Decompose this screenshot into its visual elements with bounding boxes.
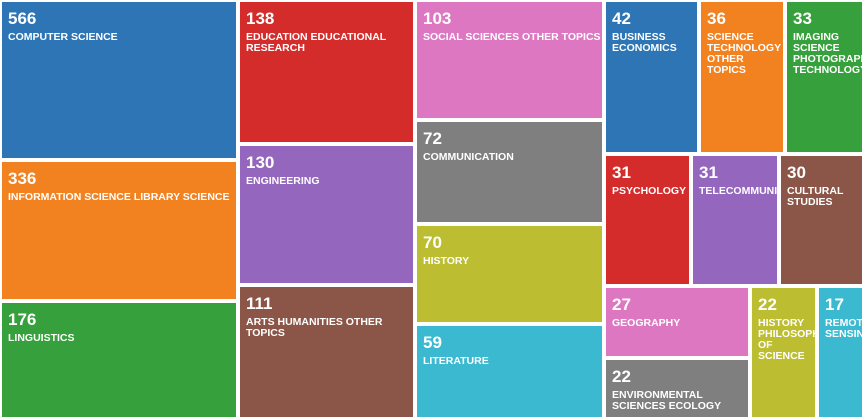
- treemap-cell-label: PSYCHOLOGY: [612, 185, 687, 197]
- treemap-cell-science-technology-other-topics[interactable]: 36 SCIENCE TECHNOLOGY OTHER TOPICS: [699, 0, 785, 154]
- treemap-cell-value: 59: [423, 333, 442, 352]
- treemap-cell-value: 336: [8, 169, 37, 188]
- treemap-cell-psychology[interactable]: 31 PSYCHOLOGY: [604, 154, 691, 286]
- treemap-cell-value: 36: [707, 9, 726, 28]
- treemap-cell-social-sciences-other-topics[interactable]: 103 SOCIAL SCIENCES OTHER TOPICS: [415, 0, 604, 120]
- treemap-cell-value: 22: [758, 295, 777, 314]
- treemap-cell-label: CULTURAL STUDIES: [787, 185, 844, 208]
- treemap-cell-label: GEOGRAPHY: [612, 317, 681, 329]
- treemap-cell-value: 566: [8, 9, 37, 28]
- treemap-cell-history-philosophy-of-science[interactable]: 22 HISTORY PHILOSOPHY OF SCIENCE: [750, 286, 817, 419]
- treemap-cell-value: 17: [825, 295, 844, 314]
- treemap-cell-label: ENVIRONMENTAL SCIENCES ECOLOGY: [612, 389, 722, 412]
- treemap-cell-label: SOCIAL SCIENCES OTHER TOPICS: [423, 31, 601, 43]
- treemap-cell-value: 72: [423, 129, 442, 148]
- treemap-cell-label: BUSINESS ECONOMICS: [612, 31, 677, 54]
- treemap-cell-value: 138: [246, 9, 275, 28]
- treemap-cell-value: 70: [423, 233, 442, 252]
- treemap-cell-label: COMPUTER SCIENCE: [8, 31, 118, 43]
- treemap-cell-information-science-library-science[interactable]: 336 INFORMATION SCIENCE LIBRARY SCIENCE: [0, 160, 238, 301]
- treemap-cell-label: LITERATURE: [423, 355, 489, 367]
- treemap-cell-value: 130: [246, 153, 275, 172]
- treemap-cell-value: 176: [8, 310, 37, 329]
- treemap-cell-value: 111: [246, 294, 273, 313]
- treemap-cell-label: HISTORY: [423, 255, 470, 267]
- treemap-cell-value: 30: [787, 163, 806, 182]
- treemap-cell-label: INFORMATION SCIENCE LIBRARY SCIENCE: [8, 191, 230, 203]
- treemap-cell-business-economics[interactable]: 42 BUSINESS ECONOMICS: [604, 0, 699, 154]
- treemap-cell-value: 31: [612, 163, 631, 182]
- treemap-cell-label: EDUCATION EDUCATIONAL RESEARCH: [246, 31, 386, 54]
- treemap-cell-label: COMMUNICATION: [423, 151, 514, 163]
- treemap-cell-label: REMOTE SENSING: [825, 317, 864, 340]
- treemap-cell-value: 22: [612, 367, 631, 386]
- treemap-cell-linguistics[interactable]: 176 LINGUISTICS: [0, 301, 238, 419]
- treemap-cell-label: TELECOMMUNICATIONS: [699, 185, 778, 197]
- treemap-cell-label: HISTORY PHILOSOPHY OF SCIENCE: [758, 317, 815, 362]
- treemap-cell-value: 31: [699, 163, 718, 182]
- treemap-cell-communication[interactable]: 72 COMMUNICATION: [415, 120, 604, 224]
- treemap-cell-history[interactable]: 70 HISTORY: [415, 224, 604, 324]
- treemap-cell-geography[interactable]: 27 GEOGRAPHY: [604, 286, 750, 358]
- treemap-cell-label: SCIENCE TECHNOLOGY OTHER TOPICS: [707, 31, 781, 76]
- treemap-cell-cultural-studies[interactable]: 30 CULTURAL STUDIES: [779, 154, 864, 286]
- treemap-cell-label: LINGUISTICS: [8, 332, 75, 344]
- treemap-cell-remote-sensing[interactable]: 17 REMOTE SENSING: [817, 286, 864, 419]
- treemap-cell-education-educational-research[interactable]: 138 EDUCATION EDUCATIONAL RESEARCH: [238, 0, 415, 144]
- treemap-cell-computer-science[interactable]: 566 COMPUTER SCIENCE: [0, 0, 238, 160]
- treemap-cell-arts-humanities-other-topics[interactable]: 111 ARTS HUMANITIES OTHER TOPICS: [238, 285, 415, 419]
- treemap-cell-value: 42: [612, 9, 631, 28]
- treemap-cell-environmental-sciences-ecology[interactable]: 22 ENVIRONMENTAL SCIENCES ECOLOGY: [604, 358, 750, 419]
- treemap-cell-value: 33: [793, 9, 812, 28]
- treemap-cell-engineering[interactable]: 130 ENGINEERING: [238, 144, 415, 285]
- treemap-cell-telecommunications[interactable]: 31 TELECOMMUNICATIONS: [691, 154, 779, 286]
- treemap-cell-value: 27: [612, 295, 631, 314]
- treemap-cell-label: ARTS HUMANITIES OTHER TOPICS: [246, 316, 383, 339]
- treemap-cell-label: ENGINEERING: [246, 175, 320, 187]
- treemap-cell-value: 103: [423, 9, 452, 28]
- treemap-cell-literature[interactable]: 59 LITERATURE: [415, 324, 604, 419]
- treemap-cell-imaging-science-photographic-technology[interactable]: 33 IMAGING SCIENCE PHOTOGRAPHIC TECHNOLOG…: [785, 0, 864, 154]
- treemap-cell-label: IMAGING SCIENCE PHOTOGRAPHIC TECHNOLOGY: [793, 31, 864, 76]
